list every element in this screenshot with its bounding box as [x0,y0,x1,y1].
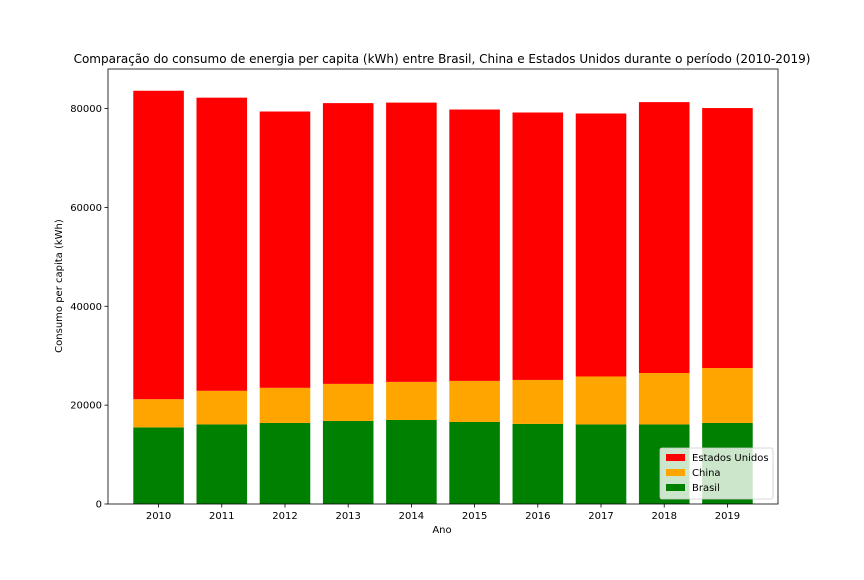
bar-china-2013 [322,383,374,421]
x-tick-label: 2011 [209,511,234,522]
bar-china-2018 [638,373,690,425]
legend-swatch-brasil [666,484,685,491]
bar-china-2014 [386,381,437,420]
x-tick-label: 2015 [462,511,487,522]
bar-estados-unidos-2018 [638,102,690,374]
bar-china-2012 [259,387,311,423]
axes-layer: 0 20000 40000 60000 80000 2010 2011 2012 2013 201… [70,68,779,522]
x-tick-label: 2019 [715,511,740,522]
legend-label-estados-unidos: Estados Unidos [692,453,769,464]
bar-brasil-2016 [512,423,564,504]
bar-china-2019 [702,368,753,423]
plot-frame [107,68,779,505]
bar-brasil-2012 [259,422,311,504]
x-axis-label: Ano [432,525,451,536]
y-tick-label: 0 [96,500,102,511]
y-tick-label: 20000 [70,401,102,412]
bar-china-2017 [575,376,627,425]
bar-estados-unidos-2011 [196,97,248,391]
x-tick-label: 2013 [335,511,360,522]
x-tick-label: 2016 [525,511,550,522]
legend-swatch-china [666,469,685,476]
bar-estados-unidos-2014 [386,102,437,382]
bar-brasil-2014 [386,419,437,504]
legend-label-china: China [692,468,721,479]
y-tick-label: 60000 [70,203,102,214]
bar-estados-unidos-2010 [133,90,184,400]
x-tick-label: 2018 [651,511,676,522]
bars-layer [133,90,753,504]
bar-estados-unidos-2013 [322,103,374,384]
bar-brasil-2015 [449,421,500,504]
x-tick-label: 2014 [399,511,424,522]
bar-china-2010 [133,399,184,428]
bar-china-2015 [449,380,500,422]
x-tick-label: 2017 [588,511,613,522]
bar-china-2011 [196,390,248,425]
bar-china-2016 [512,379,564,424]
legend: Estados Unidos China Brasil [659,447,774,500]
bar-brasil-2011 [196,424,248,504]
y-tick-label: 80000 [70,104,102,115]
bar-estados-unidos-2015 [449,109,500,381]
bar-brasil-2013 [322,420,374,504]
bar-brasil-2010 [133,427,184,504]
bar-estados-unidos-2017 [575,113,627,377]
legend-box [659,447,774,500]
chart-title: Comparação do consumo de energia per cap… [74,52,811,66]
x-tick-label: 2012 [272,511,297,522]
bar-brasil-2017 [575,424,627,504]
bar-estados-unidos-2012 [259,111,311,388]
x-tick-label: 2010 [146,511,171,522]
y-axis-label: Consumo per capita (kWh) [54,219,65,353]
bar-estados-unidos-2016 [512,112,564,380]
legend-swatch-estados-unidos [666,454,685,461]
bar-estados-unidos-2019 [702,108,753,369]
legend-label-brasil: Brasil [692,483,720,494]
y-tick-label: 40000 [70,302,102,313]
